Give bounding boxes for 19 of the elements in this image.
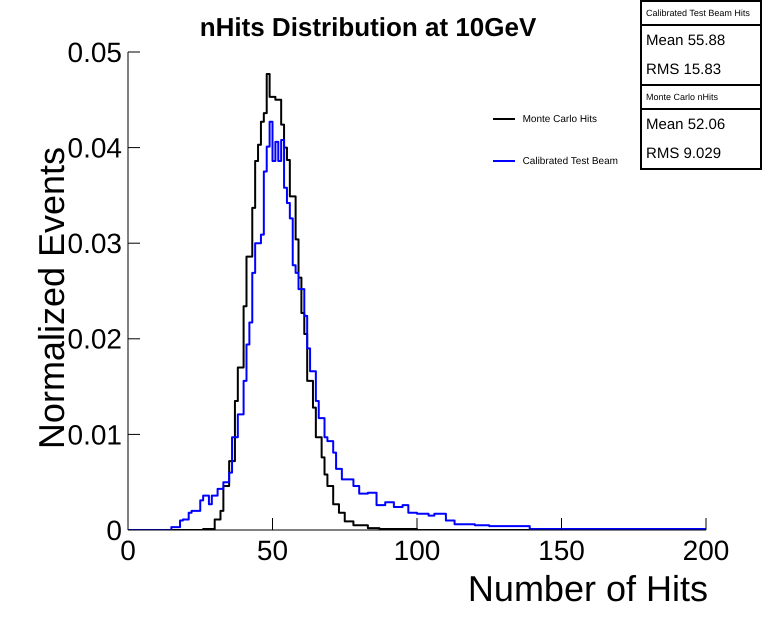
text: Calibrated Test Beam Hits xyxy=(646,8,750,18)
legend-label: Calibrated Test Beam xyxy=(522,156,618,166)
annotation: RMS 9.029 xyxy=(645,144,722,164)
x-tick-label: 150 xyxy=(538,534,585,566)
text: Mean 55.88 xyxy=(646,32,726,49)
annotation: RMS 15.83 xyxy=(645,60,722,80)
y-tick-label: 0.03 xyxy=(68,228,122,260)
y-tick-label: 0.05 xyxy=(68,36,122,68)
y-tick-label: 0 xyxy=(106,514,122,546)
x-tick-label: 200 xyxy=(682,534,730,566)
annotation: Monte Carlo nHits xyxy=(642,84,760,110)
legend-label: Monte Carlo Hits xyxy=(522,114,598,124)
x-tick-label: 50 xyxy=(256,534,288,566)
chart-title: nHits Distribution at 10GeV xyxy=(200,12,536,42)
x-tick-label: 100 xyxy=(394,534,440,566)
y-tick-label: 0.02 xyxy=(68,324,122,355)
annotation: Mean 52.06 xyxy=(645,115,726,135)
y-tick-label: 0.04 xyxy=(68,132,122,164)
x-axis-title: Number of Hits xyxy=(468,568,708,610)
